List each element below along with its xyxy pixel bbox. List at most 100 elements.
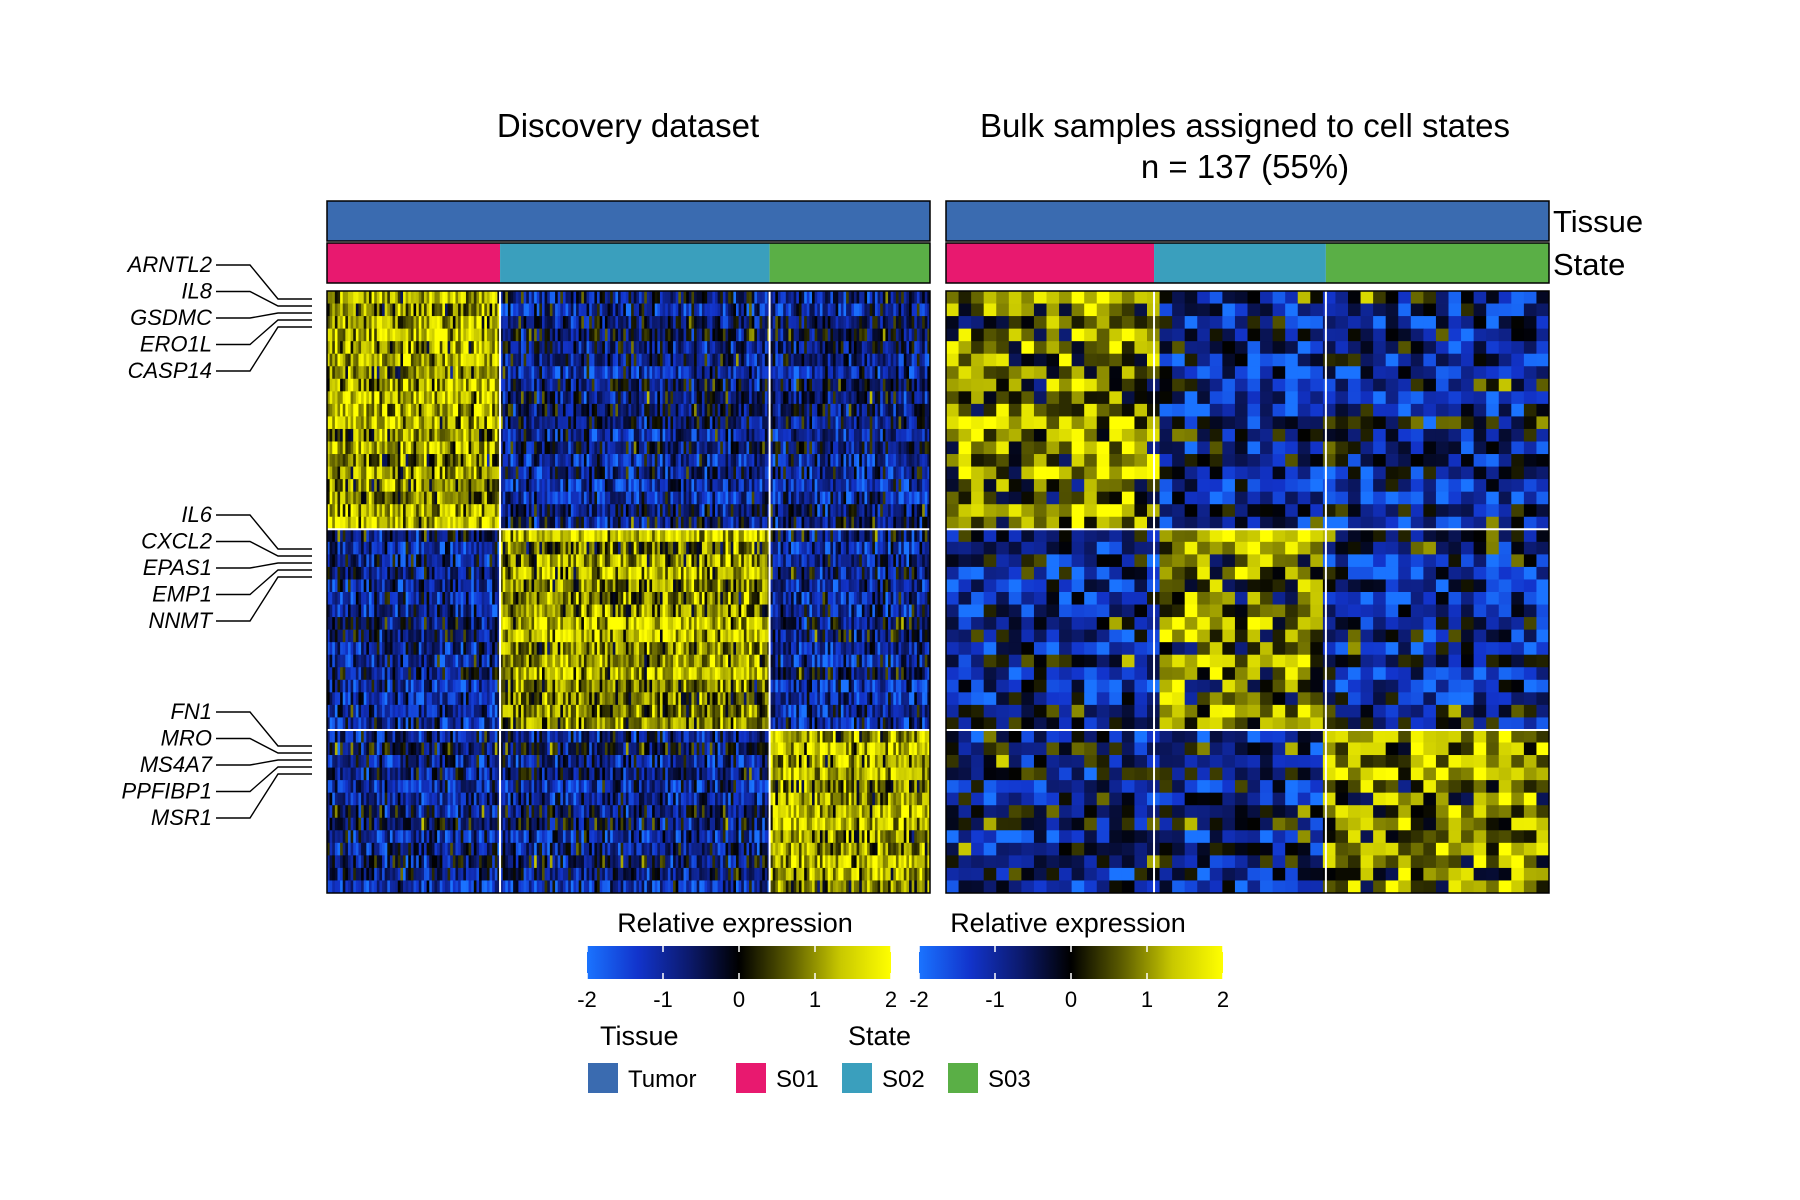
heatmap-cell <box>620 378 624 392</box>
heatmap-cell <box>659 341 663 355</box>
heatmap-cell <box>460 403 464 417</box>
heatmap-cell <box>447 529 451 543</box>
heatmap-cell <box>625 554 629 568</box>
heatmap-cell <box>924 416 928 430</box>
heatmap-cell <box>735 316 740 330</box>
heatmap-cell <box>500 529 504 543</box>
heatmap-row <box>327 316 931 330</box>
heatmap-cell <box>400 316 404 330</box>
heatmap-cell <box>612 466 616 480</box>
heatmap-cell <box>518 378 522 392</box>
heatmap-cell <box>880 291 884 304</box>
heatmap-row <box>327 341 931 355</box>
heatmap-cell <box>796 466 800 480</box>
heatmap-cell <box>890 378 894 392</box>
heatmap-cell <box>709 366 713 380</box>
heatmap-cell <box>877 353 881 367</box>
heatmap-cell <box>510 466 514 480</box>
heatmap-cell <box>657 479 661 493</box>
heatmap-cell <box>332 316 336 330</box>
heatmap-cell <box>641 554 645 568</box>
heatmap-cell <box>838 391 842 405</box>
heatmap-cell <box>919 328 923 342</box>
heatmap-cell <box>633 554 637 568</box>
heatmap-cell <box>728 454 732 467</box>
heatmap-cell <box>694 328 698 342</box>
heatmap-cell <box>497 416 501 430</box>
state-bar-bulk-s02 <box>1154 243 1326 283</box>
heatmap-cell <box>450 328 454 342</box>
heatmap-cell <box>447 303 451 317</box>
heatmap-cell <box>539 428 543 442</box>
heatmap-cell <box>473 466 477 480</box>
heatmap-cell <box>901 316 905 330</box>
heatmap-cell <box>759 416 763 430</box>
heatmap-cell <box>376 529 380 543</box>
heatmap-cell <box>623 328 627 342</box>
heatmap-cell <box>615 541 619 555</box>
heatmap-cell <box>484 353 488 367</box>
heatmap-cell <box>505 341 509 355</box>
heatmap-cell <box>458 303 462 317</box>
heatmap-cell <box>560 403 564 417</box>
heatmap-cell <box>927 366 931 380</box>
heatmap-cell <box>652 529 656 543</box>
heatmap-cell <box>720 403 724 417</box>
heatmap-cell <box>817 504 821 518</box>
heatmap-cell <box>562 554 566 568</box>
heatmap-cell <box>659 441 663 455</box>
heatmap-cell <box>340 391 344 405</box>
heatmap-cell <box>513 541 517 555</box>
heatmap-cell <box>476 428 480 442</box>
heatmap-cell <box>515 328 519 342</box>
heatmap-cell <box>793 366 797 380</box>
heatmap-cell <box>429 378 433 392</box>
heatmap-cell <box>848 391 852 405</box>
heatmap-cell <box>408 466 412 480</box>
heatmap-cell <box>410 529 414 543</box>
heatmap-cell <box>840 454 844 467</box>
heatmap-cell <box>712 466 716 480</box>
heatmap-cell <box>337 454 341 467</box>
heatmap-cell <box>796 491 800 505</box>
heatmap-cell <box>696 454 700 467</box>
heatmap-cell <box>657 416 661 430</box>
heatmap-cell <box>539 504 543 518</box>
heatmap-cell <box>382 416 386 430</box>
heatmap-cell <box>791 366 795 380</box>
heatmap-cell <box>591 341 595 355</box>
heatmap-cell <box>893 303 897 317</box>
heatmap-cell <box>712 291 716 304</box>
heatmap-cell <box>670 391 674 405</box>
heatmap-cell <box>911 291 915 304</box>
heatmap-cell <box>793 291 797 304</box>
heatmap-cell <box>680 454 684 467</box>
heatmap-cell <box>604 391 608 405</box>
heatmap-cell <box>749 416 753 430</box>
heatmap-cell <box>350 416 354 430</box>
heatmap-cell <box>547 378 551 392</box>
heatmap-cell <box>350 291 354 304</box>
heatmap-cell <box>728 479 732 493</box>
heatmap-cell <box>722 291 726 304</box>
heatmap-cell <box>536 441 540 455</box>
heatmap-cell <box>431 529 435 543</box>
heatmap-cell <box>833 341 837 355</box>
heatmap-cell <box>410 541 414 555</box>
heatmap-cell <box>392 491 396 505</box>
heatmap-cell <box>468 554 472 568</box>
heatmap-cell <box>638 541 643 555</box>
heatmap-cell <box>602 378 606 392</box>
heatmap-cell <box>424 303 428 317</box>
heatmap-cell <box>450 529 454 543</box>
heatmap-cell <box>541 441 545 455</box>
heatmap-cell <box>597 554 601 568</box>
state-bar-discovery-s02 <box>500 243 770 283</box>
heatmap-cell <box>715 516 719 530</box>
heatmap-cell <box>833 328 837 342</box>
heatmap-cell <box>909 378 913 392</box>
heatmap-cell <box>560 441 564 455</box>
heatmap-cell <box>340 366 344 380</box>
heatmap-cell <box>667 529 671 543</box>
heatmap-cell <box>518 291 522 304</box>
